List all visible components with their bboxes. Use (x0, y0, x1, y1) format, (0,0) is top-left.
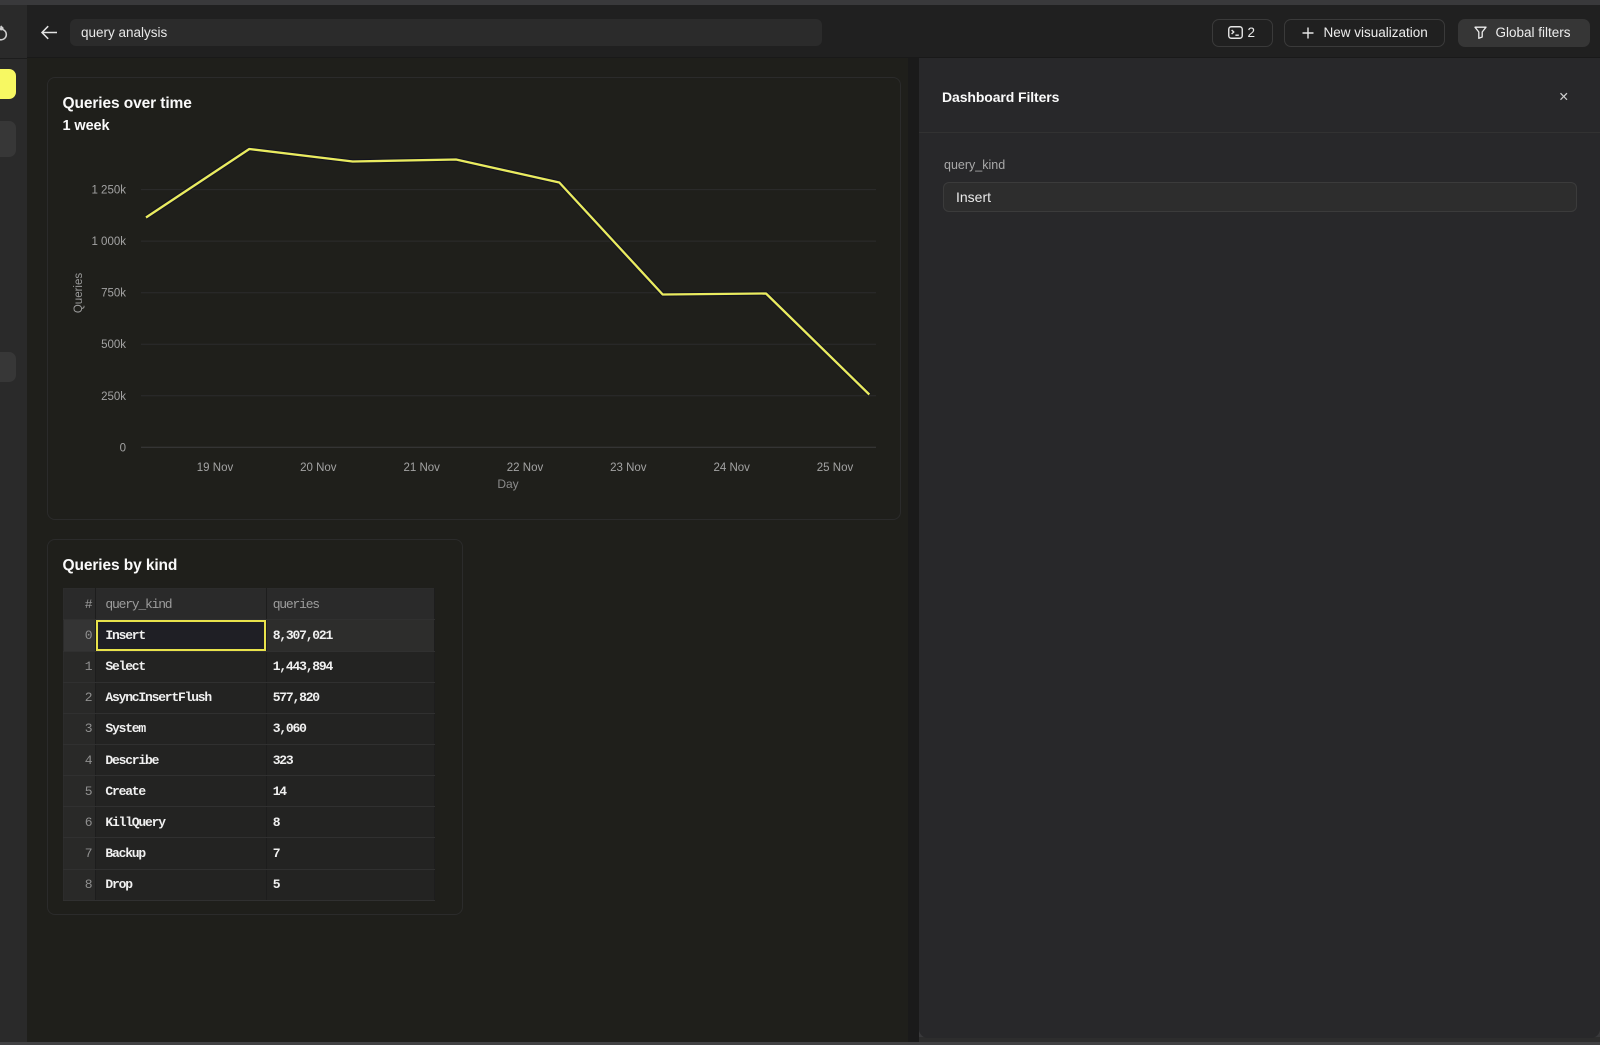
svg-text:750k: 750k (101, 288, 126, 300)
svg-text:21 Nov: 21 Nov (403, 462, 440, 474)
svg-text:0: 0 (120, 442, 126, 454)
svg-text:Queries: Queries (73, 273, 85, 314)
svg-text:250k: 250k (101, 391, 126, 403)
svg-text:24 Nov: 24 Nov (713, 462, 750, 474)
svg-text:Day: Day (497, 477, 518, 491)
svg-text:25 Nov: 25 Nov (817, 462, 854, 474)
svg-text:1 000k: 1 000k (91, 236, 126, 248)
svg-text:19 Nov: 19 Nov (197, 462, 234, 474)
svg-text:1 250k: 1 250k (91, 185, 126, 197)
svg-text:23 Nov: 23 Nov (610, 462, 647, 474)
svg-text:22 Nov: 22 Nov (507, 462, 544, 474)
svg-text:500k: 500k (101, 339, 126, 351)
svg-text:20 Nov: 20 Nov (300, 462, 337, 474)
